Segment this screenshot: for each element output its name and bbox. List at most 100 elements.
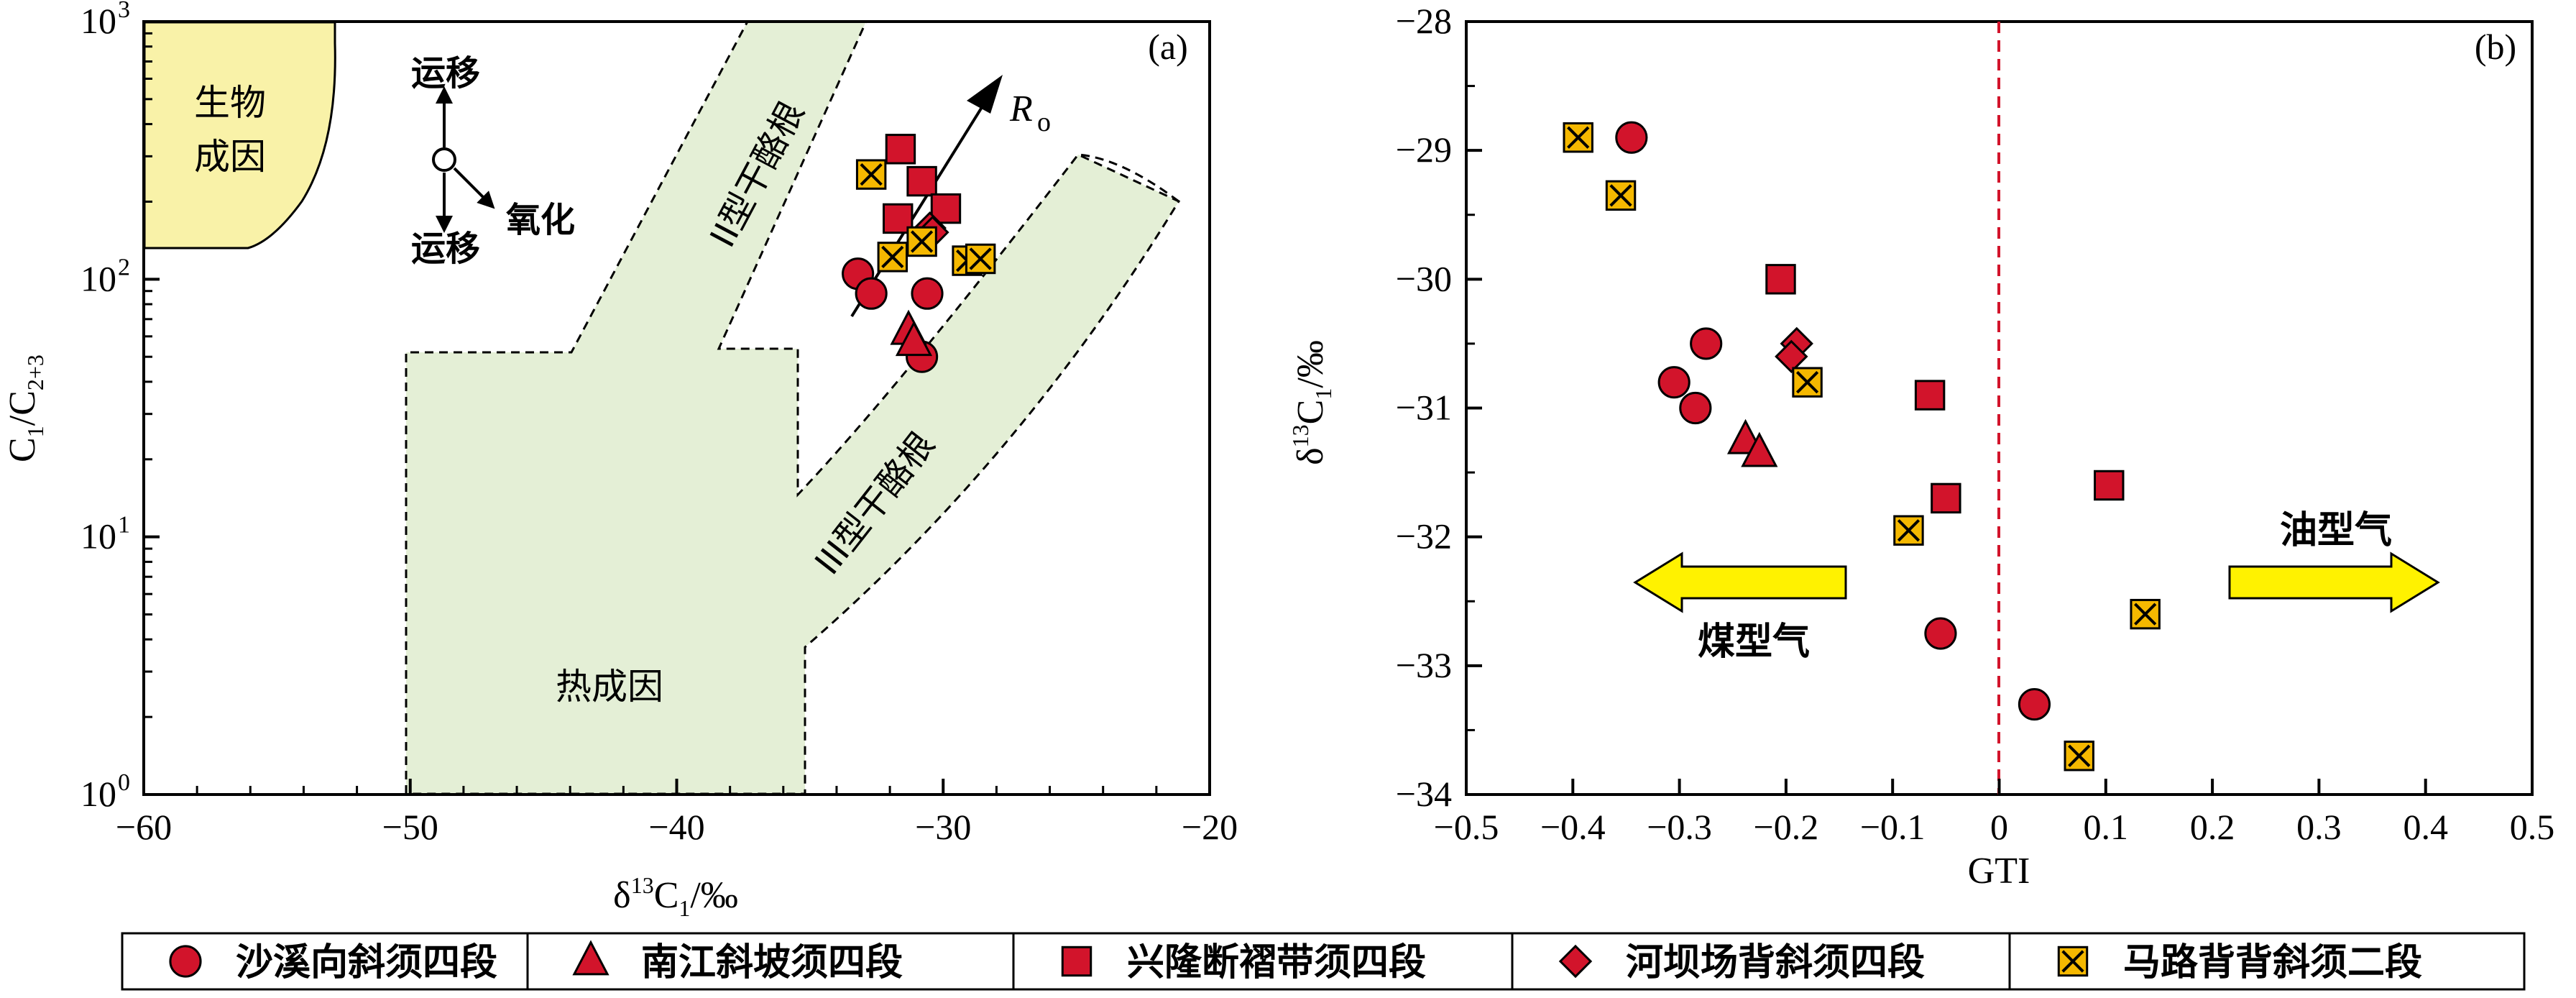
y-tick-label-b: −30 [1396,258,1452,298]
legend-item-triangle: 南江斜坡须四段 [526,932,1015,991]
legend-marker-diamond [1558,944,1593,979]
x-axis-label-b: GTI [1968,851,2030,892]
label-oil-type-gas: 油型气 [2280,509,2392,552]
data-point-b-xsquare [1563,122,1593,153]
y-tick-label-b: −34 [1396,774,1452,814]
x-tick-label-b: −0.3 [1647,807,1712,847]
legend-label: 马路背背斜须二段 [2123,941,2422,984]
data-point-b-square [1765,264,1796,295]
y-tick-label-a: 10 [80,258,116,298]
data-point-b-circle [1679,391,1712,425]
x-tick-label-a: −20 [1182,807,1238,847]
y-tick-label-b: −28 [1396,1,1452,41]
data-point-a-square [906,165,937,197]
label-oxidation: 氧化 [506,200,575,240]
y-tick-exponent-a: 3 [118,0,130,23]
data-point-b-xsquare [1792,367,1823,398]
data-point-a-square [885,134,916,165]
data-point-b-square [1914,380,1946,411]
x-axis-label-a: δ13C1/‰ [613,872,738,921]
data-point-b-circle [1657,366,1690,399]
data-point-a-xsquare [855,159,887,190]
panel-label-b: (b) [2475,27,2516,67]
x-tick-label-b: 0.4 [2403,807,2448,847]
data-point-b-diamond [1775,339,1808,374]
legend-label: 河坝场背斜须四段 [1626,941,1925,984]
y-tick-label-b: −32 [1396,516,1452,557]
label-migration-down: 运移 [411,229,480,269]
y-axis-label-a: C1/C2+3 [2,354,48,462]
y-axis-label-b: δ13C1/‰ [1287,340,1336,465]
data-point-b-circle [1615,121,1648,154]
data-point-a-circle [855,277,888,310]
data-point-b-xsquare [2130,598,2161,630]
legend-marker-xsquare [2057,946,2089,977]
label-coal-type-gas: 煤型气 [1698,621,1810,664]
x-tick-label-b: 0.1 [2084,807,2129,847]
label-ro: R [1009,88,1033,129]
data-point-a-circle [911,277,944,310]
y-tick-label-a: 10 [80,516,116,557]
maturity-arrow: R o [850,75,1051,318]
legend: 沙溪向斜须四段 南江斜坡须四段 兴隆断褶带须四段 河坝场背斜须四段 马路背背斜须二段 [121,932,2526,991]
data-point-a-xsquare [877,242,908,273]
data-point-a-triangle [895,321,933,357]
data-point-b-xsquare [2064,741,2094,772]
legend-label: 沙溪向斜须四段 [236,941,497,984]
x-tick-label-b: 0.3 [2296,807,2342,847]
legend-item-circle: 沙溪向斜须四段 [121,932,529,991]
y-tick-exponent-a: 0 [118,769,130,796]
x-axis-b: −0.5 −0.4 −0.3 −0.2 −0.1 0 0.1 0.2 0.3 0.4 0.5 [1434,779,2555,847]
data-point-b-circle [1924,617,1957,650]
x-tick-label-a: −50 [382,807,438,847]
zone-label-biogenic-1: 生物 [194,82,266,124]
y-tick-label-b: −33 [1396,645,1452,685]
zone-biogenic [143,21,336,249]
migration-oxidation-indicator: 运移 运移 氧化 [411,53,575,269]
points-a [842,134,996,373]
legend-label: 兴隆断褶带须四段 [1127,941,1426,984]
x-tick-label-b: 0.2 [2190,807,2235,847]
x-tick-label-b: 0 [1990,807,2008,847]
legend-item-xsquare: 马路背背斜须二段 [2008,932,2526,991]
y-tick-label-a: 10 [80,774,116,814]
data-point-b-circle [2018,688,2051,721]
x-tick-label-b: −0.1 [1860,807,1926,847]
y-tick-exponent-a: 1 [118,512,130,539]
y-tick-label-b: −31 [1396,388,1452,428]
data-point-b-square [2094,470,2125,501]
data-point-b-triangle [1741,431,1778,467]
zone-thermogenic [405,20,1181,795]
x-tick-label-b: −0.2 [1754,807,1819,847]
legend-marker-triangle [572,940,610,976]
x-axis-a: −60 −50 −40 −30 −20 [116,779,1238,847]
y-tick-label-b: −29 [1396,129,1452,170]
data-point-b-square [1931,482,1961,514]
x-tick-label-a: −40 [648,807,704,847]
panel-b: 煤型气 油型气 (b) −28−29−30−31−32−33−34 −0.5 −0… [1287,1,2554,892]
data-point-a-square [883,203,914,234]
coal-type-arrow [1633,551,1847,613]
points-b [1563,121,2161,772]
zone-label-biogenic-2: 成因 [194,136,266,178]
x-tick-label-b: 0.5 [2510,807,2555,847]
panel-a: 生物 成因 热成因 II型干酪根 III型干酪根 运移 运移 氧化 R o (a… [2,0,1238,921]
legend-item-diamond: 河坝场背斜须四段 [1511,932,2011,991]
x-tick-label-b: −0.4 [1540,807,1606,847]
legend-marker-square [1061,946,1092,977]
y-tick-exponent-a: 2 [118,254,130,280]
legend-marker-circle [169,945,202,978]
zone-label-thermogenic: 热成因 [556,666,663,708]
panel-label-a: (a) [1148,27,1188,67]
legend-label: 南江斜坡须四段 [641,941,903,984]
y-axis-b: −28 −29 −30 −31 −32 −33 −34 [1396,1,1482,814]
data-point-a-xsquare [965,243,996,275]
data-point-a-xsquare [906,226,937,257]
x-tick-label-a: −60 [116,807,172,847]
data-point-b-xsquare [1893,515,1924,546]
oil-type-arrow [2228,551,2440,613]
x-tick-label-a: −30 [915,807,971,847]
data-point-b-circle [1690,327,1723,360]
